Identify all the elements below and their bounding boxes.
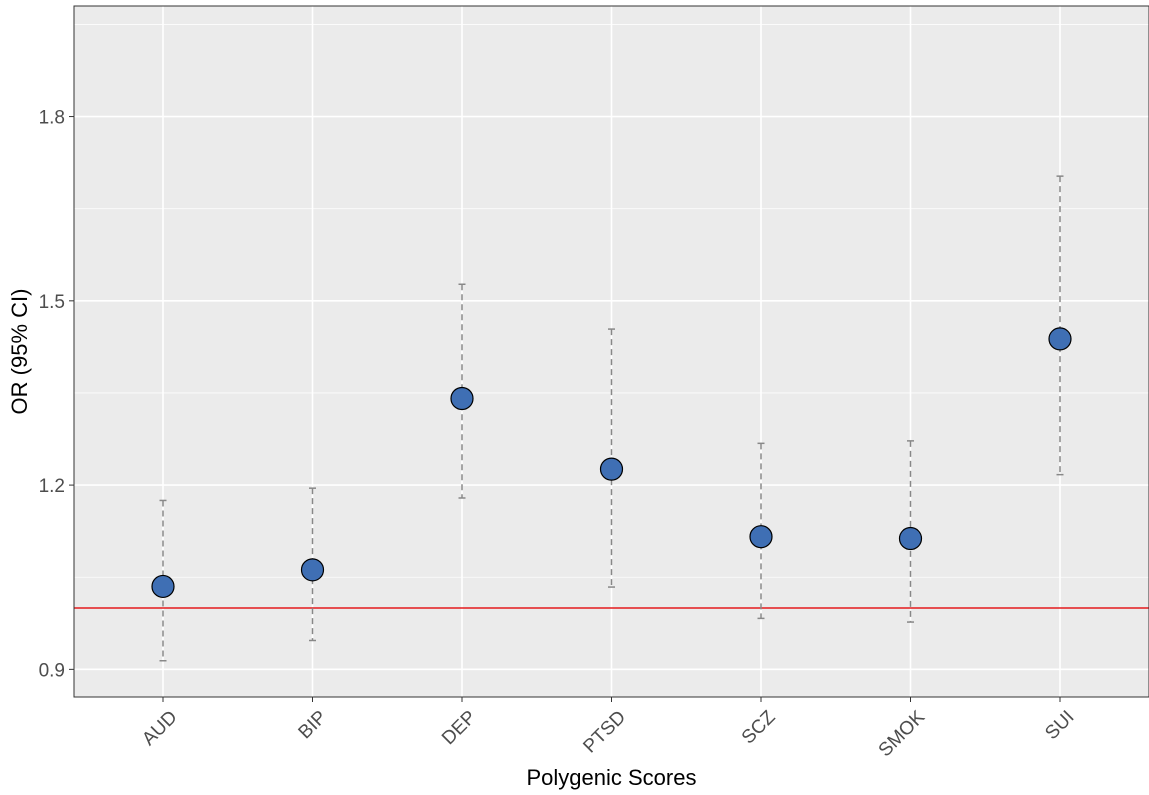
estimate-point	[151, 574, 175, 599]
x-tick-label: BIP	[295, 707, 332, 744]
y-tick-label: 1.2	[39, 476, 65, 497]
y-axis-title: OR (95% CI)	[7, 289, 32, 415]
x-tick-label: PTSD	[579, 707, 630, 758]
y-tick-label: 1.5	[39, 292, 65, 313]
y-tick-label: 0.9	[39, 660, 65, 681]
estimate-point	[300, 558, 325, 582]
x-tick-label: SCZ	[738, 706, 780, 748]
estimate-point	[898, 526, 923, 551]
error-bars	[159, 175, 1064, 662]
y-tick-label: 1.8	[39, 108, 65, 129]
x-tick-label: DEP	[438, 707, 480, 749]
x-tick-label: SUI	[1041, 707, 1078, 744]
x-tick-label: SMOK	[875, 707, 930, 762]
estimate-point	[599, 457, 624, 481]
x-axis-ticks: AUD BIP DEP PTSD SCZ SMOK SUI	[138, 697, 1079, 762]
estimate-point	[1048, 327, 1072, 351]
estimate-point	[749, 525, 773, 549]
estimate-point	[450, 386, 474, 411]
y-axis-ticks: 0.9 1.2 1.5 1.8	[39, 108, 74, 681]
x-axis-title: Polygenic Scores	[527, 765, 697, 790]
estimate-points	[151, 327, 1072, 599]
x-tick-label: AUD	[138, 707, 181, 750]
